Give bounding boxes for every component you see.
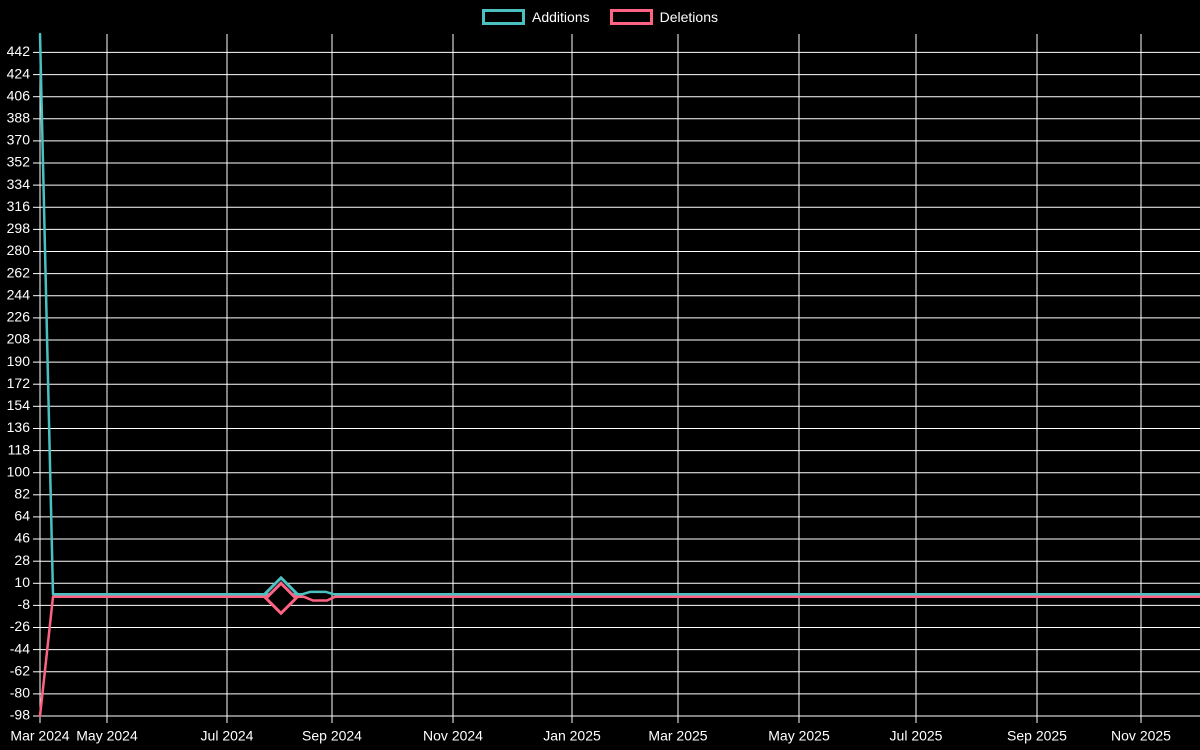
legend-item-deletions[interactable]: Deletions (609, 9, 718, 25)
y-tick-label: 244 (7, 286, 31, 302)
y-tick-label: 118 (8, 441, 31, 457)
y-tick-label: 28 (14, 552, 30, 568)
y-tick-label: 352 (7, 154, 31, 170)
y-tick-label: -8 (18, 596, 31, 612)
legend-item-additions[interactable]: Additions (482, 9, 590, 25)
y-tick-label: 280 (7, 242, 31, 258)
y-tick-label: -80 (10, 685, 30, 701)
legend-label-deletions: Deletions (659, 9, 718, 25)
deletions-line (38, 595, 1200, 718)
x-tick-label: Nov 2024 (423, 728, 483, 744)
y-tick-label: 424 (7, 65, 31, 81)
y-tick-label: 334 (7, 176, 31, 192)
chart-legend: Additions Deletions (0, 0, 1200, 34)
y-tick-label: 10 (14, 574, 30, 590)
y-tick-label: -62 (10, 663, 30, 679)
y-tick-label: 100 (7, 463, 31, 479)
y-tick-label: 262 (7, 264, 31, 280)
y-tick-label: 226 (7, 309, 31, 325)
x-tick-label: Mar 2025 (648, 728, 707, 744)
y-tick-label: 172 (7, 375, 31, 391)
y-tick-label: 136 (7, 419, 31, 435)
y-tick-label: 64 (14, 508, 30, 524)
y-tick-label: 388 (7, 110, 31, 126)
x-tick-label: Nov 2025 (1111, 728, 1171, 744)
deletions-point-marker[interactable] (263, 581, 299, 616)
y-tick-label: -98 (10, 707, 30, 723)
deletions-series-swatch (609, 9, 653, 25)
y-tick-label: 208 (7, 331, 31, 347)
x-tick-label: May 2024 (76, 728, 138, 744)
y-tick-label: 370 (7, 132, 31, 148)
y-tick-label: 316 (7, 198, 31, 214)
x-tick-label: Jul 2024 (201, 728, 254, 744)
y-tick-label: 46 (14, 530, 30, 546)
y-tick-label: 154 (7, 397, 31, 413)
additions-series-swatch (482, 9, 526, 25)
x-tick-label: Sep 2025 (1007, 728, 1067, 744)
y-tick-label: 298 (7, 220, 31, 236)
x-tick-label: May 2025 (768, 728, 830, 744)
x-tick-label: Jul 2025 (890, 728, 943, 744)
y-tick-label: 82 (14, 486, 30, 502)
x-tick-label: Jan 2025 (543, 728, 601, 744)
y-tick-label: 406 (7, 87, 31, 103)
y-tick-label: 442 (7, 43, 31, 59)
y-tick-label: 190 (7, 353, 31, 369)
x-tick-label: Sep 2024 (302, 728, 362, 744)
x-tick-label: Mar 2024 (10, 728, 69, 744)
legend-label-additions: Additions (532, 9, 590, 25)
y-tick-label: -26 (10, 618, 30, 634)
additions-line (38, 32, 1200, 596)
y-tick-label: -44 (10, 640, 30, 656)
